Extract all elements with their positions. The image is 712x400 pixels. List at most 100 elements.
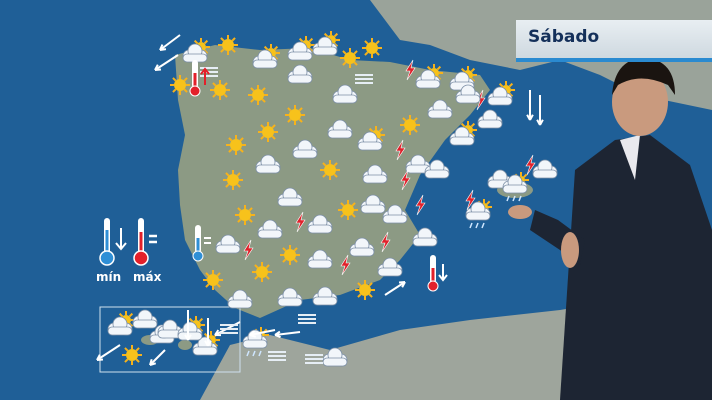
day-title-panel: Sábado bbox=[516, 20, 712, 62]
cloud-sun-icon bbox=[357, 126, 385, 151]
rain-cloud-icon bbox=[502, 172, 529, 202]
wind-arrow-icon bbox=[159, 34, 181, 51]
cloud-icon bbox=[327, 119, 353, 139]
cloud-icon bbox=[455, 84, 481, 104]
max-label: máx bbox=[133, 270, 162, 284]
fog-icon bbox=[220, 324, 238, 334]
cloud-icon bbox=[349, 237, 375, 257]
lightning-icon bbox=[380, 231, 391, 253]
fog-icon bbox=[355, 74, 373, 84]
cloud-sun-icon bbox=[177, 316, 205, 341]
cloud-icon bbox=[532, 159, 558, 179]
min-thermometer-icon bbox=[192, 225, 211, 262]
lightning-icon bbox=[295, 211, 306, 233]
cloud-icon bbox=[255, 154, 281, 174]
sun-icon bbox=[400, 115, 420, 135]
max-thermometer-icon bbox=[133, 218, 149, 266]
cloud-icon bbox=[132, 309, 158, 329]
temperature-legend-icons bbox=[99, 218, 157, 266]
wind-arrow-icon bbox=[204, 318, 212, 347]
arrow-up-icon bbox=[200, 67, 210, 85]
equal-icon bbox=[149, 234, 157, 244]
wind-arrow-icon bbox=[149, 349, 166, 366]
canary-inset-frame bbox=[99, 306, 241, 373]
wind-arrow-icon bbox=[536, 95, 544, 126]
cloud-icon bbox=[424, 159, 450, 179]
min-thermometer-icon bbox=[99, 218, 115, 266]
fog-icon bbox=[305, 354, 323, 364]
sun-icon bbox=[340, 48, 360, 68]
sun-cloud-icon bbox=[182, 38, 210, 63]
sun-icon bbox=[122, 345, 142, 365]
equal-icon bbox=[204, 237, 211, 244]
wind-arrow-icon bbox=[384, 281, 406, 296]
cloud-icon bbox=[257, 219, 283, 239]
sun-cloud-icon bbox=[252, 44, 280, 69]
cloud-icon bbox=[322, 347, 348, 367]
lightning-icon bbox=[400, 169, 411, 191]
rain-cloud-icon bbox=[465, 199, 492, 229]
cloud-icon bbox=[277, 287, 303, 307]
cloud-icon bbox=[307, 249, 333, 269]
sun-cloud-icon bbox=[107, 311, 135, 336]
cloud-icon bbox=[227, 289, 253, 309]
cloud-sun-icon bbox=[287, 36, 315, 61]
sun-icon bbox=[203, 270, 223, 290]
cloud-icon bbox=[360, 194, 386, 214]
sun-icon bbox=[235, 205, 255, 225]
cloud-sun-icon bbox=[449, 121, 477, 146]
cloud-icon bbox=[412, 227, 438, 247]
cloud-icon bbox=[382, 204, 408, 224]
sun-icon bbox=[252, 262, 272, 282]
cloud-sun-icon bbox=[487, 81, 515, 106]
cloud-icon bbox=[477, 109, 503, 129]
lightning-icon bbox=[405, 59, 416, 81]
fog-icon bbox=[298, 314, 316, 324]
cloud-icon bbox=[307, 214, 333, 234]
sun-icon bbox=[226, 135, 246, 155]
max-thermometer-icon bbox=[189, 60, 210, 97]
lightning-icon bbox=[340, 254, 351, 276]
wind-arrow-icon bbox=[526, 90, 534, 121]
sun-icon bbox=[320, 160, 340, 180]
sun-icon bbox=[285, 105, 305, 125]
cloud-icon bbox=[287, 64, 313, 84]
wind-arrow-icon bbox=[274, 330, 301, 339]
sun-icon bbox=[170, 75, 190, 95]
lightning-icon bbox=[465, 189, 476, 211]
cloud-icon bbox=[277, 187, 303, 207]
wind-arrow-icon bbox=[184, 310, 192, 341]
min-label: mín bbox=[96, 270, 122, 284]
iberia-land bbox=[175, 45, 490, 318]
sun-icon bbox=[210, 80, 230, 100]
fog-icon bbox=[268, 351, 286, 361]
cloud-icon bbox=[377, 257, 403, 277]
sun-icon bbox=[258, 122, 278, 142]
sun-cloud-icon bbox=[312, 31, 340, 56]
cloud-icon bbox=[292, 139, 318, 159]
sun-icon bbox=[248, 85, 268, 105]
cloud-icon bbox=[427, 99, 453, 119]
presenter bbox=[508, 58, 712, 400]
day-title: Sábado bbox=[528, 27, 600, 47]
cloud-sun-icon bbox=[415, 64, 443, 89]
sun-icon bbox=[362, 38, 382, 58]
sun-icon bbox=[338, 200, 358, 220]
sun-icon bbox=[355, 280, 375, 300]
sun-icon bbox=[223, 170, 243, 190]
wind-arrow-icon bbox=[154, 54, 179, 71]
cloud-sun-icon bbox=[449, 66, 477, 91]
arrow-down-icon bbox=[115, 228, 127, 251]
lightning-icon bbox=[243, 239, 254, 261]
lightning-icon bbox=[415, 194, 426, 216]
max-thermometer-icon bbox=[427, 255, 448, 292]
sun-icon bbox=[280, 245, 300, 265]
lightning-icon bbox=[395, 139, 406, 161]
sun-icon bbox=[218, 35, 238, 55]
cloud-icon bbox=[312, 286, 338, 306]
arrow-down-icon bbox=[438, 264, 448, 282]
cloud-icon bbox=[215, 234, 241, 254]
cloud-icon bbox=[362, 164, 388, 184]
cloud-icon bbox=[332, 84, 358, 104]
